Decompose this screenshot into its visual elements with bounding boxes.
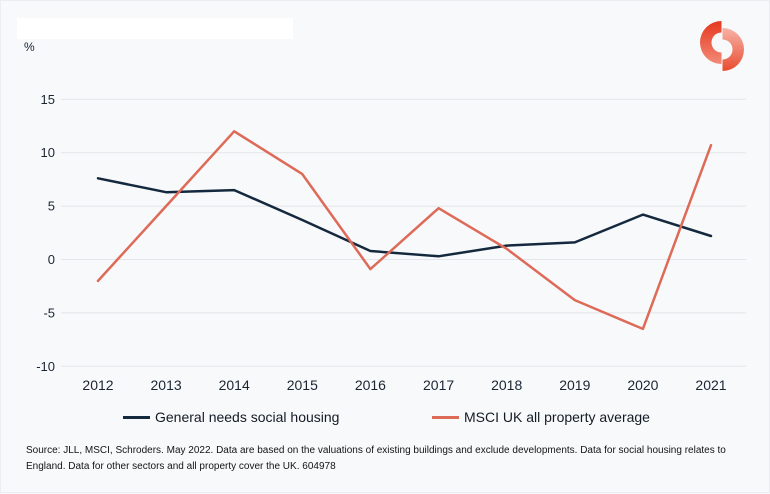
series-line bbox=[96, 130, 713, 331]
x-tick-label: 2018 bbox=[491, 377, 522, 393]
x-tick-label: 2015 bbox=[287, 377, 318, 393]
x-tick-label: 2016 bbox=[355, 377, 386, 393]
series-line bbox=[96, 177, 713, 258]
legend-swatch-navy bbox=[123, 415, 150, 419]
y-tick-label: 5 bbox=[48, 199, 55, 214]
x-tick-label: 2020 bbox=[627, 377, 658, 393]
x-tick-label: 2021 bbox=[695, 377, 726, 393]
schroders-logo-icon bbox=[700, 20, 744, 72]
chart-legend: General needs social housing MSCI UK all… bbox=[1, 409, 770, 427]
logo-svg bbox=[700, 21, 744, 71]
x-tick-label: 2017 bbox=[423, 377, 454, 393]
legend-item-social-housing: General needs social housing bbox=[123, 409, 339, 425]
legend-label: MSCI UK all property average bbox=[464, 409, 650, 425]
x-tick-label: 2012 bbox=[82, 377, 113, 393]
y-tick-label: 15 bbox=[41, 92, 55, 107]
y-tick-label: 0 bbox=[48, 252, 55, 267]
y-axis-unit-label: % bbox=[24, 40, 35, 54]
y-tick-label: -5 bbox=[43, 305, 55, 320]
x-tick-label: 2014 bbox=[219, 377, 250, 393]
y-tick-label: 10 bbox=[41, 145, 55, 160]
y-tick-label: -10 bbox=[36, 359, 55, 374]
title-placeholder bbox=[17, 18, 293, 39]
x-tick-label: 2013 bbox=[151, 377, 182, 393]
legend-item-msci-average: MSCI UK all property average bbox=[432, 409, 650, 425]
x-tick-label: 2019 bbox=[559, 377, 590, 393]
source-footnote: Source: JLL, MSCI, Schroders. May 2022. … bbox=[26, 445, 726, 472]
legend-swatch-salmon bbox=[432, 415, 459, 419]
legend-label: General needs social housing bbox=[155, 409, 340, 425]
